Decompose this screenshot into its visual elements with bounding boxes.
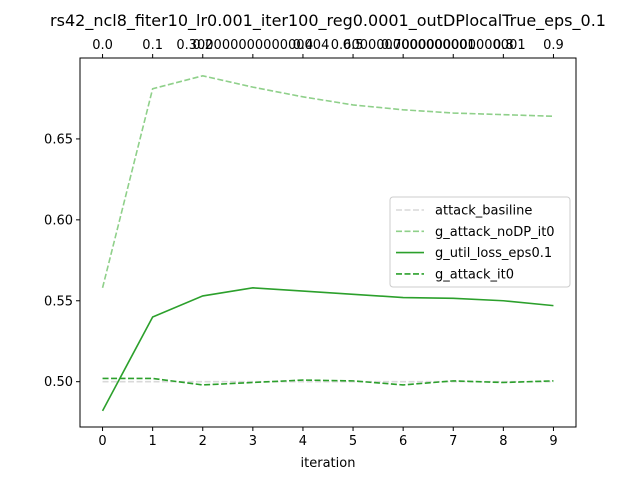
top-tick-label: 0.0: [92, 38, 113, 53]
top-tick-label: 0.5: [343, 38, 364, 53]
x-tick-label: 1: [149, 434, 157, 449]
x-axis-ticks: 0 1 2 3 4 5 6 7 8 9: [98, 427, 558, 449]
plot-frame: [79, 57, 577, 428]
top-tick-label: 0.30000000000000004: [176, 38, 329, 53]
top-tick-label: 0.7000000000000001: [381, 38, 526, 53]
legend-label: g_util_loss_eps0.1: [435, 246, 552, 261]
x-tick-label: 6: [399, 434, 407, 449]
legend-box: [389, 196, 571, 288]
top-tick-label: 0.2: [192, 38, 213, 53]
top-tick-label: 0.4: [293, 38, 314, 53]
x-tick-label: 8: [499, 434, 507, 449]
y-axis-ticks: 0.50 0.55 0.60 0.65: [44, 132, 80, 390]
top-tick-label: 0.8: [493, 38, 514, 53]
x-tick-label: 2: [199, 434, 207, 449]
x-tick-label: 4: [299, 434, 307, 449]
x-tick-label: 5: [349, 434, 357, 449]
y-tick-label: 0.55: [44, 294, 73, 309]
series-line-g_attack_noDP_it0: [101, 74, 554, 289]
y-tick-label: 0.60: [44, 213, 73, 228]
legend: attack_basiline g_attack_noDP_it0 g_util_l…: [389, 196, 571, 288]
legend-label: g_attack_noDP_it0: [435, 225, 555, 240]
top-tick-label: 0.1: [142, 38, 163, 53]
y-tick-label: 0.50: [44, 375, 73, 390]
x-tick-label: 3: [249, 434, 257, 449]
x-axis-label: iteration: [301, 456, 356, 471]
y-tick-label: 0.65: [44, 132, 73, 147]
x-tick-label: 9: [549, 434, 557, 449]
top-tick-label: 0.6000000000000001: [331, 38, 476, 53]
chart-title: rs42_ncl8_fiter10_lr0.001_iter100_reg0.0…: [50, 11, 606, 31]
series-line-g_util_loss_eps0.1: [101, 287, 554, 412]
x-tick-label: 7: [449, 434, 457, 449]
series-layer: [101, 74, 554, 412]
series-line-g_attack_it0: [102, 377, 554, 386]
legend-label: g_attack_it0: [435, 267, 514, 282]
legend-label: attack_basiline: [435, 204, 532, 219]
x-tick-label: 0: [98, 434, 106, 449]
top-tick-label: 0.9: [543, 38, 564, 53]
